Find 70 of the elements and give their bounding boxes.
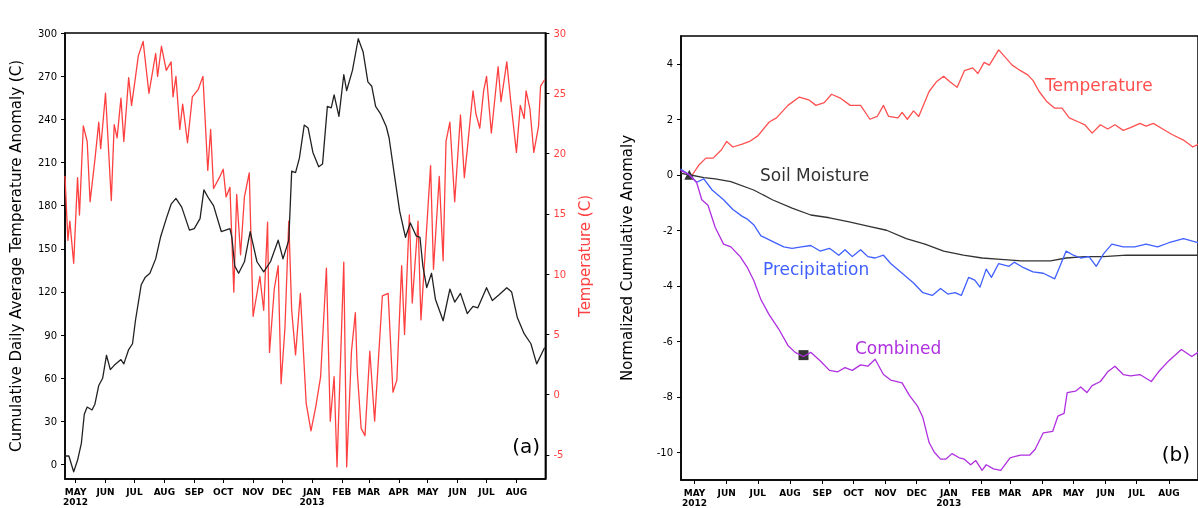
series-label: Combined — [855, 337, 942, 358]
y2-tick-label: 0 — [553, 389, 560, 401]
x-tick-label: NOV — [242, 487, 265, 497]
y-tick-label: 120 — [37, 286, 57, 298]
y-tick-label: 4 — [666, 58, 673, 70]
x-tick-label: JUL — [477, 487, 495, 497]
annotation: (a) — [512, 434, 541, 458]
y-tick-label: 270 — [37, 70, 57, 82]
y-tick-label: 150 — [37, 243, 57, 255]
x-tick-label: JUL — [1127, 488, 1146, 498]
series-label: Temperature — [1044, 74, 1153, 95]
y-tick-label: -6 — [663, 335, 673, 347]
y2-tick-label: 15 — [553, 208, 567, 220]
y-tick-label: 90 — [44, 329, 57, 341]
x-tick-label: OCT — [843, 488, 865, 498]
y-tick-label: -4 — [663, 280, 673, 292]
x-tick-label: JUN — [95, 487, 115, 497]
y-tick-label: 60 — [44, 372, 57, 384]
y-tick-label: 0 — [666, 169, 673, 181]
y-tick-label: 300 — [37, 27, 57, 39]
y2-tick-label: 30 — [553, 27, 567, 39]
y-tick-label: 0 — [50, 459, 57, 471]
x-tick-label: JUN — [1095, 488, 1115, 498]
y2-tick-label: 25 — [553, 87, 567, 99]
y-axis-title: Normalized Cumulative Anomaly — [617, 134, 636, 382]
x-tick-label: SEP — [812, 488, 833, 498]
x-tick-label: MAY — [416, 487, 439, 497]
line-series — [680, 169, 1198, 471]
x-tick-label: JUN — [716, 488, 736, 498]
x-tick-label: JUL — [748, 488, 767, 498]
y-tick-label: -2 — [663, 224, 673, 236]
x-tick-label: OCT — [212, 487, 235, 497]
y2-tick-label: 5 — [553, 328, 560, 340]
y-tick-label: 2 — [666, 113, 673, 125]
line-series — [680, 168, 1198, 297]
x-tick-label: JAN 2013 — [299, 487, 325, 507]
x-tick-label: MAR — [998, 488, 1022, 498]
x-tick-label: JUN — [447, 487, 467, 497]
x-tick-label: JUL — [125, 487, 143, 497]
y-axis-title: Cumulative Daily Average Temperature Anomaly (C) — [6, 60, 25, 452]
series-label: Precipitation — [763, 258, 870, 279]
y-tick-label: -10 — [656, 446, 673, 458]
x-tick-label: FEB — [971, 488, 991, 498]
y2-tick-label: 10 — [553, 268, 567, 280]
x-tick-label: AUG — [1158, 488, 1180, 498]
y-tick-label: 240 — [37, 113, 57, 125]
y2-tick-label: -5 — [553, 449, 564, 461]
x-tick-label: AUG — [505, 487, 528, 497]
x-tick-label: APR — [1032, 488, 1053, 498]
x-tick-label: APR — [388, 487, 410, 497]
x-tick-label: FEB — [332, 487, 352, 497]
x-tick-label: AUG — [779, 488, 801, 498]
x-tick-label: MAR — [357, 487, 381, 497]
x-tick-label: JAN 2013 — [936, 488, 962, 508]
y-tick-label: 30 — [44, 415, 57, 427]
x-tick-label: DEC — [271, 487, 293, 497]
x-tick-label: AUG — [153, 487, 176, 497]
y2-axis-title: Temperature (C) — [575, 195, 594, 318]
annotation: (b) — [1161, 442, 1191, 466]
y2-tick-label: 20 — [553, 148, 567, 160]
y-tick-label: 180 — [37, 200, 57, 212]
x-tick-label: DEC — [906, 488, 928, 498]
x-tick-label: NOV — [874, 488, 897, 498]
x-tick-label: MAY — [1062, 488, 1085, 498]
x-tick-label: SEP — [184, 487, 205, 497]
x-tick-label: MAY 2012 — [63, 487, 89, 507]
y-tick-label: 210 — [37, 156, 57, 168]
x-tick-label: MAY 2012 — [681, 488, 708, 508]
series-label: Soil Moisture — [760, 164, 870, 185]
y-tick-label: -8 — [663, 391, 673, 403]
